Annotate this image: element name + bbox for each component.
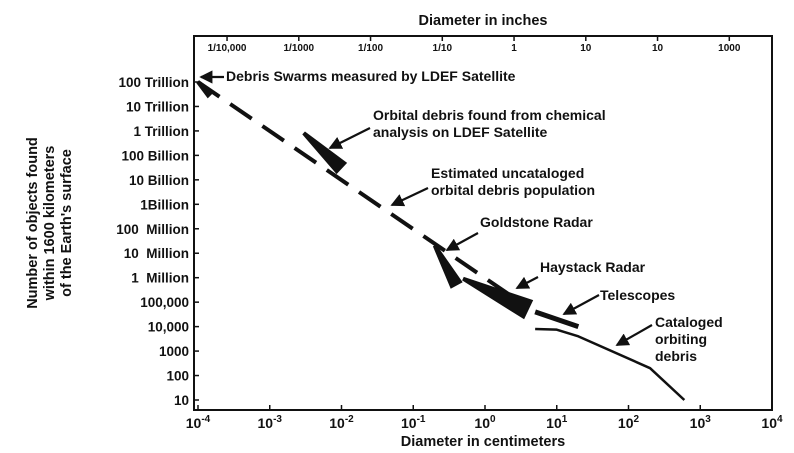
x-tick-label: 104	[761, 414, 783, 431]
top-tick-label: 1/1000	[283, 43, 314, 54]
y-axis-title-line-1: Number of objects found	[25, 137, 41, 309]
top-tick-label: 1/100	[358, 43, 383, 54]
x-tick-exponent: 1	[562, 414, 568, 425]
annotation-arrow	[445, 232, 479, 251]
y-tick-label: 1Billion	[140, 197, 189, 212]
x-tick-base: 10	[186, 415, 202, 431]
annotation-arrow	[515, 276, 539, 289]
x-tick-label: 10-1	[401, 414, 426, 431]
data-series	[196, 80, 686, 401]
y-axis-title-line-2: within 1600 kilometers	[42, 146, 58, 302]
annotation-line: Cataloged	[655, 314, 723, 330]
annotation-line: Debris Swarms measured by LDEF Satellite	[226, 68, 516, 84]
y-tick-label: 1 Million	[131, 271, 189, 286]
top-tick-label: 10	[652, 43, 664, 54]
series-line	[535, 327, 686, 401]
x-tick-base: 10	[546, 415, 562, 431]
top-tick-label: 1/10	[433, 43, 453, 54]
y-tick-label: 10 Million	[124, 246, 189, 261]
x-tick-exponent: -3	[273, 414, 282, 425]
annotation-arrow	[328, 127, 371, 149]
annotation-label: Debris Swarms measured by LDEF Satellite	[226, 68, 516, 84]
x-tick-label: 10-4	[186, 414, 211, 431]
x-tick-exponent: -4	[201, 414, 210, 425]
x-tick-exponent: -1	[417, 414, 426, 425]
y-axis-title-line-3: of the Earth's surface	[59, 149, 75, 297]
y-tick-label: 1 Trillion	[133, 124, 189, 139]
y-tick-label: 10	[174, 393, 189, 408]
x-tick-label: 101	[546, 414, 568, 431]
y-tick-label: 100	[166, 369, 189, 384]
y-tick-label: 100 Trillion	[118, 75, 189, 90]
top-tick-label: 1/10,000	[208, 43, 247, 54]
series-wedge	[196, 80, 215, 99]
y-tick-label: 10 Billion	[129, 173, 189, 188]
x-tick-base: 10	[690, 415, 706, 431]
top-axis-title: Diameter in inches	[419, 13, 548, 29]
x-tick-exponent: -2	[345, 414, 354, 425]
y-tick-label: 10 Trillion	[126, 99, 189, 114]
annotation-line: Haystack Radar	[540, 259, 646, 275]
y-tick-label: 100 Million	[116, 222, 189, 237]
annotation-line: orbital debris population	[431, 182, 595, 198]
annotation-line: Estimated uncataloged	[431, 165, 584, 181]
annotation-line: analysis on LDEF Satellite	[373, 124, 547, 140]
x-tick-base: 10	[618, 415, 634, 431]
series-wedge	[302, 131, 348, 175]
top-tick-label: 10	[580, 43, 592, 54]
annotation-line: orbiting	[655, 331, 707, 347]
x-tick-base: 10	[474, 415, 490, 431]
annotation-label: Orbital debris found from chemical analys…	[373, 107, 606, 140]
series-wedge	[462, 276, 534, 320]
annotation-line: Goldstone Radar	[480, 214, 593, 230]
annotation-line: Orbital debris found from chemical	[373, 107, 606, 123]
y-tick-label: 10,000	[148, 320, 189, 335]
x-tick-label: 103	[690, 414, 712, 431]
x-tick-exponent: 2	[634, 414, 640, 425]
series-wedge	[432, 244, 463, 289]
x-tick-exponent: 3	[705, 414, 711, 425]
estimated-trend-line	[196, 80, 530, 310]
annotation-arrow	[615, 324, 653, 346]
x-tick-label: 100	[474, 414, 496, 431]
plot-frame	[193, 35, 773, 411]
y-tick-label: 1000	[159, 344, 189, 359]
annotation-line: Telescopes	[600, 287, 675, 303]
annotation-arrow	[390, 187, 429, 207]
x-tick-base: 10	[401, 415, 417, 431]
y-tick-label: 100,000	[140, 295, 189, 310]
annotation-arrow	[562, 294, 600, 315]
top-tick-label: 1	[511, 43, 517, 54]
annotation-label: Goldstone Radar	[480, 214, 593, 230]
x-tick-label: 10-3	[258, 414, 283, 431]
x-tick-base: 10	[258, 415, 274, 431]
annotation-label: Haystack Radar	[540, 259, 646, 275]
annotation-label: Estimated uncataloged orbital debris popu…	[431, 165, 595, 198]
annotation-label: Telescopes	[600, 287, 675, 303]
x-tick-base: 10	[761, 415, 777, 431]
x-tick-base: 10	[329, 415, 345, 431]
x-tick-exponent: 0	[490, 414, 496, 425]
top-tick-label: 1000	[718, 43, 741, 54]
x-tick-label: 102	[618, 414, 640, 431]
y-tick-label: 100 Billion	[121, 148, 189, 163]
annotation-label: Cataloged orbiting debris	[655, 314, 723, 364]
annotations: Debris Swarms measured by LDEF Satellite…	[199, 68, 723, 364]
y-axis-title: Number of objects found within 1600 kilo…	[25, 137, 75, 309]
annotation-line: debris	[655, 348, 697, 364]
series-band	[534, 309, 580, 329]
x-axis-title: Diameter in centimeters	[401, 434, 565, 450]
x-tick-exponent: 4	[777, 414, 783, 425]
x-tick-label: 10-2	[329, 414, 354, 431]
